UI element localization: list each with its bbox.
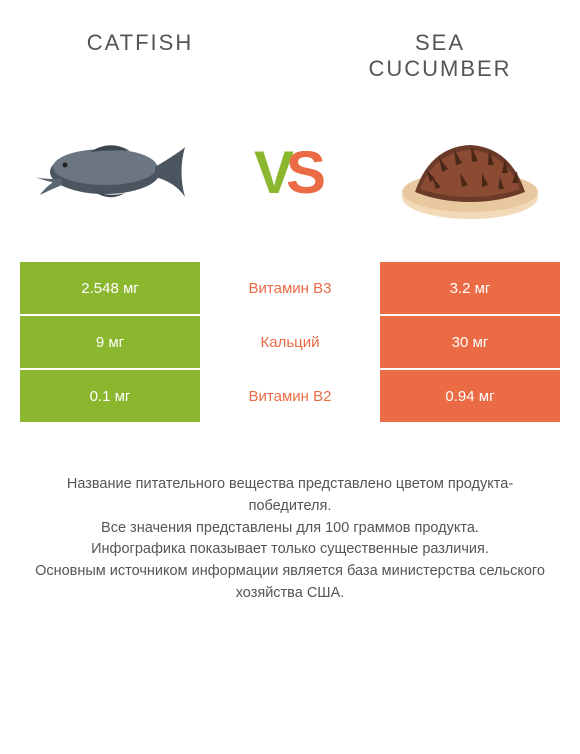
cell-right-value: 3.2 мг (380, 262, 560, 314)
cell-left-value: 0.1 мг (20, 370, 200, 422)
footer-line-1: Название питательного вещества представл… (30, 474, 550, 518)
cell-right-value: 30 мг (380, 316, 560, 368)
sea-cucumber-icon (390, 117, 550, 227)
header: CATFISH SEA CUCUMBER (0, 0, 580, 102)
cell-nutrient-label: Кальций (200, 316, 380, 368)
right-image (390, 112, 550, 232)
catfish-icon (30, 117, 190, 227)
footer-notes: Название питательного вещества представл… (0, 424, 580, 605)
title-left: CATFISH (40, 30, 240, 82)
comparison-table: 2.548 мгВитамин B33.2 мг9 мгКальций30 мг… (0, 262, 580, 422)
vs-s: S (286, 138, 326, 207)
cell-nutrient-label: Витамин B3 (200, 262, 380, 314)
footer-line-2: Все значения представлены для 100 граммо… (30, 518, 550, 540)
table-row: 9 мгКальций30 мг (20, 316, 560, 368)
cell-nutrient-label: Витамин B2 (200, 370, 380, 422)
cell-left-value: 2.548 мг (20, 262, 200, 314)
compare-row: V S (0, 102, 580, 262)
title-right: SEA CUCUMBER (340, 30, 540, 82)
table-row: 2.548 мгВитамин B33.2 мг (20, 262, 560, 314)
left-image (30, 112, 190, 232)
cell-left-value: 9 мг (20, 316, 200, 368)
footer-line-3: Инфографика показывает только существенн… (30, 539, 550, 561)
cell-right-value: 0.94 мг (380, 370, 560, 422)
footer-line-4: Основным источником информации является … (30, 561, 550, 605)
table-row: 0.1 мгВитамин B20.94 мг (20, 370, 560, 422)
vs-label: V S (254, 138, 326, 207)
